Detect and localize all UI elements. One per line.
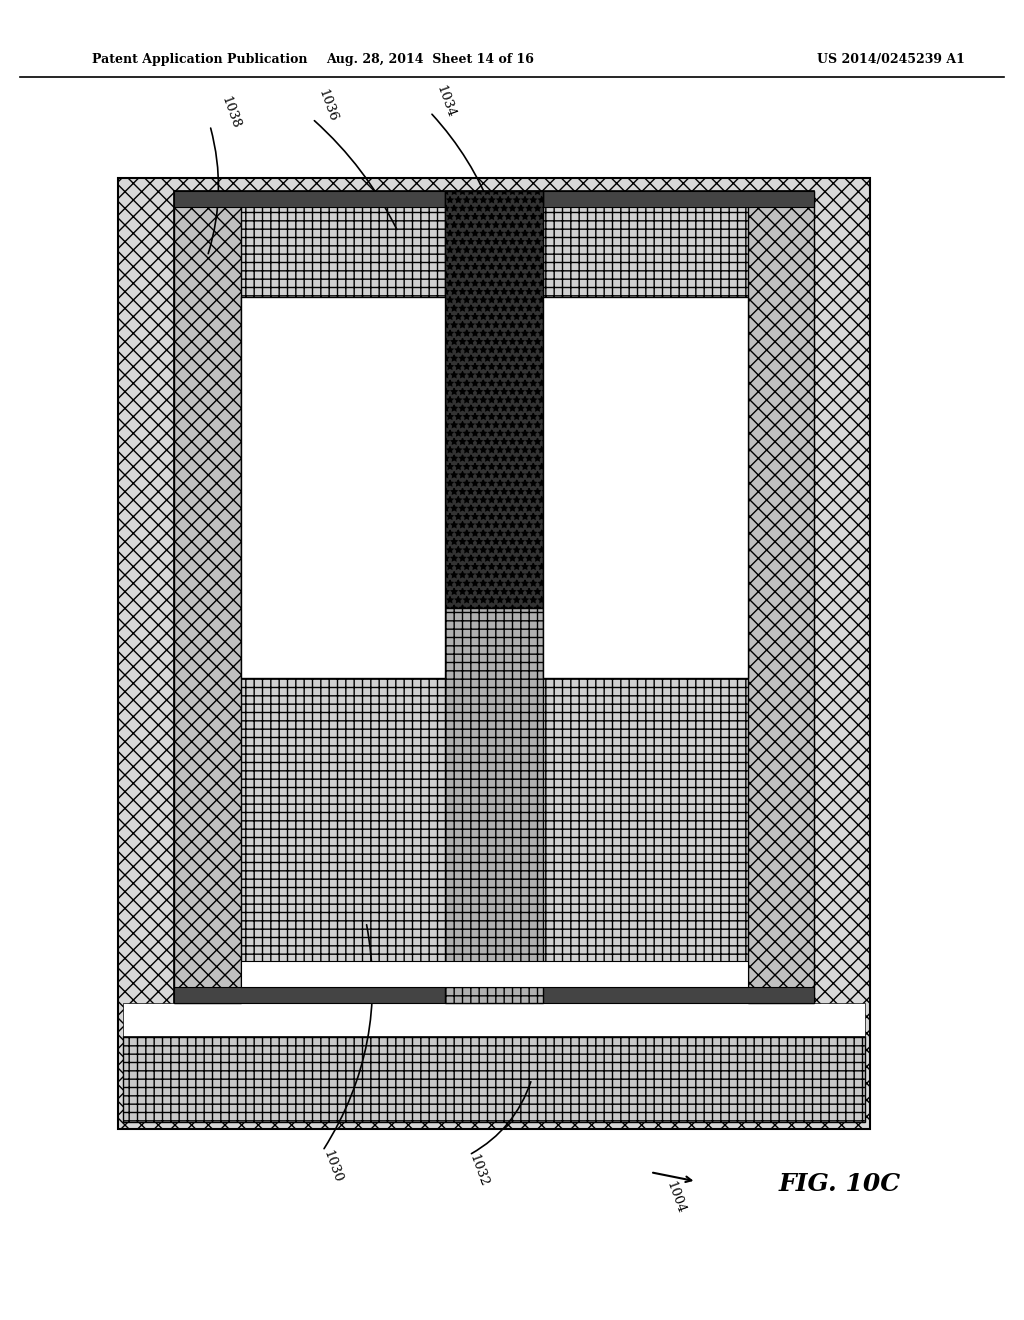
Bar xyxy=(241,961,748,987)
Text: Aug. 28, 2014  Sheet 14 of 16: Aug. 28, 2014 Sheet 14 of 16 xyxy=(326,53,535,66)
Text: 1004: 1004 xyxy=(664,1179,688,1216)
Bar xyxy=(543,297,748,678)
Text: US 2014/0245239 A1: US 2014/0245239 A1 xyxy=(817,53,965,66)
Bar xyxy=(174,191,814,207)
Text: 1032: 1032 xyxy=(466,1152,490,1189)
Text: 1030: 1030 xyxy=(321,1148,345,1185)
Bar xyxy=(445,191,543,609)
Text: Patent Application Publication: Patent Application Publication xyxy=(92,53,307,66)
Text: 1036: 1036 xyxy=(315,87,340,124)
Bar xyxy=(118,178,870,1129)
Bar xyxy=(241,297,445,678)
Bar xyxy=(123,1003,865,1036)
Bar xyxy=(174,987,814,1003)
Bar xyxy=(174,191,241,1003)
Bar xyxy=(174,191,814,1003)
Text: 1034: 1034 xyxy=(433,83,458,120)
Bar xyxy=(748,191,814,1003)
Bar xyxy=(445,191,543,1003)
Bar xyxy=(123,1036,865,1122)
Text: 1038: 1038 xyxy=(218,94,243,131)
Text: FIG. 10C: FIG. 10C xyxy=(778,1172,901,1196)
